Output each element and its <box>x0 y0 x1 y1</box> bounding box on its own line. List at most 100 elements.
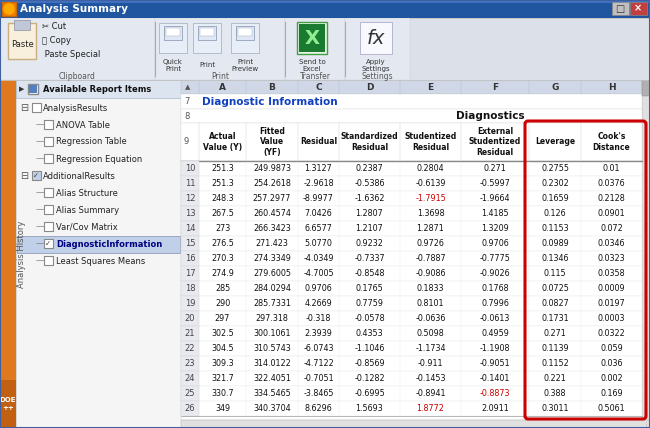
Text: 304.5: 304.5 <box>211 344 234 353</box>
Text: 2.0911: 2.0911 <box>481 404 509 413</box>
Text: ✓: ✓ <box>33 173 39 179</box>
Bar <box>16 80 181 428</box>
Text: 0.072: 0.072 <box>600 224 623 233</box>
Text: -0.1282: -0.1282 <box>354 374 385 383</box>
Text: 7: 7 <box>184 97 189 106</box>
Text: -6.0743: -6.0743 <box>304 344 333 353</box>
Text: -0.0636: -0.0636 <box>415 314 446 323</box>
Text: 0.0003: 0.0003 <box>598 314 625 323</box>
Text: 0.5098: 0.5098 <box>417 329 445 338</box>
Text: 267.5: 267.5 <box>211 209 234 218</box>
Text: X: X <box>304 29 320 48</box>
Text: Leverage: Leverage <box>535 137 575 146</box>
Text: -0.8873: -0.8873 <box>480 389 510 398</box>
Text: ⋮: ⋮ <box>644 422 649 426</box>
Bar <box>44 222 53 231</box>
Text: ▲: ▲ <box>185 84 190 90</box>
Text: 271.423: 271.423 <box>255 239 289 248</box>
Bar <box>200 28 214 36</box>
Text: -0.0613: -0.0613 <box>480 314 510 323</box>
Bar <box>181 420 650 428</box>
Text: Regression Equation: Regression Equation <box>56 155 142 163</box>
Text: 257.2977: 257.2977 <box>253 194 291 203</box>
Text: 0.0827: 0.0827 <box>541 299 569 308</box>
Text: 24: 24 <box>185 374 195 383</box>
Text: Quick
Print: Quick Print <box>163 59 183 71</box>
Text: Standardized
Residual: Standardized Residual <box>341 132 398 152</box>
Text: -4.0349: -4.0349 <box>304 254 333 263</box>
Text: —: — <box>36 205 44 214</box>
Bar <box>181 161 642 176</box>
Text: 0.0346: 0.0346 <box>598 239 625 248</box>
Text: 0.9726: 0.9726 <box>417 239 445 248</box>
Bar <box>32 103 41 112</box>
Bar <box>181 251 642 266</box>
Text: 20: 20 <box>185 314 195 323</box>
Text: 0.1768: 0.1768 <box>481 284 509 293</box>
Bar <box>238 28 252 36</box>
Text: 6.6577: 6.6577 <box>305 224 332 233</box>
Text: 300.1061: 300.1061 <box>254 329 291 338</box>
Text: 18: 18 <box>185 284 195 293</box>
Bar <box>0 80 16 428</box>
Bar <box>44 137 53 146</box>
Text: —: — <box>36 155 44 163</box>
Text: -1.6362: -1.6362 <box>354 194 385 203</box>
Text: 0.0322: 0.0322 <box>597 329 625 338</box>
Text: Var/Cov Matrix: Var/Cov Matrix <box>56 223 118 232</box>
Text: 0.01: 0.01 <box>603 164 620 173</box>
Text: 274.3349: 274.3349 <box>253 254 291 263</box>
Bar <box>612 2 629 15</box>
Text: 314.0122: 314.0122 <box>253 359 291 368</box>
Text: 0.036: 0.036 <box>600 359 623 368</box>
Bar <box>181 161 199 176</box>
Text: ✓: ✓ <box>45 241 51 247</box>
Text: 0.1346: 0.1346 <box>541 254 569 263</box>
Circle shape <box>3 3 15 15</box>
Text: 285.7331: 285.7331 <box>253 299 291 308</box>
Text: -2.9618: -2.9618 <box>303 179 334 188</box>
Bar <box>0 0 650 18</box>
Text: 0.0009: 0.0009 <box>598 284 625 293</box>
Text: 273: 273 <box>215 224 230 233</box>
Text: H: H <box>608 83 616 92</box>
Text: 13: 13 <box>185 209 195 218</box>
Text: 14: 14 <box>185 224 195 233</box>
Bar <box>8 23 36 59</box>
Text: 310.5743: 310.5743 <box>253 344 291 353</box>
Bar <box>181 123 642 161</box>
Text: ▶: ▶ <box>19 86 25 92</box>
Text: 0.9232: 0.9232 <box>356 239 383 248</box>
Text: DOE
++: DOE ++ <box>0 398 16 410</box>
Text: External
Studentized
Residual: External Studentized Residual <box>469 127 521 157</box>
Bar <box>181 266 642 281</box>
Text: 0.2387: 0.2387 <box>356 164 383 173</box>
Text: -0.6995: -0.6995 <box>354 389 385 398</box>
Text: 15: 15 <box>185 239 195 248</box>
Bar <box>181 386 199 401</box>
Text: 321.7: 321.7 <box>211 374 234 383</box>
Bar <box>181 326 199 341</box>
Text: 1.3127: 1.3127 <box>305 164 332 173</box>
Text: C: C <box>315 83 322 92</box>
Bar <box>181 80 642 420</box>
Text: Available Report Items: Available Report Items <box>43 84 151 93</box>
Bar <box>181 326 642 341</box>
Text: ⎘ Copy: ⎘ Copy <box>42 36 71 45</box>
Text: 19: 19 <box>185 299 195 308</box>
Text: 0.115: 0.115 <box>543 269 566 278</box>
Bar <box>181 401 199 416</box>
Bar <box>181 206 199 221</box>
Bar <box>29 85 37 93</box>
Text: 0.4959: 0.4959 <box>481 329 509 338</box>
Bar <box>181 176 199 191</box>
Text: 21: 21 <box>185 329 195 338</box>
Text: -0.8941: -0.8941 <box>415 389 446 398</box>
Circle shape <box>4 4 14 14</box>
Text: AnalysisResults: AnalysisResults <box>43 104 109 113</box>
Text: Clipboard: Clipboard <box>59 71 96 80</box>
Text: B: B <box>268 83 276 92</box>
Text: 0.0197: 0.0197 <box>597 299 625 308</box>
Bar <box>193 23 221 53</box>
Bar <box>181 206 642 221</box>
